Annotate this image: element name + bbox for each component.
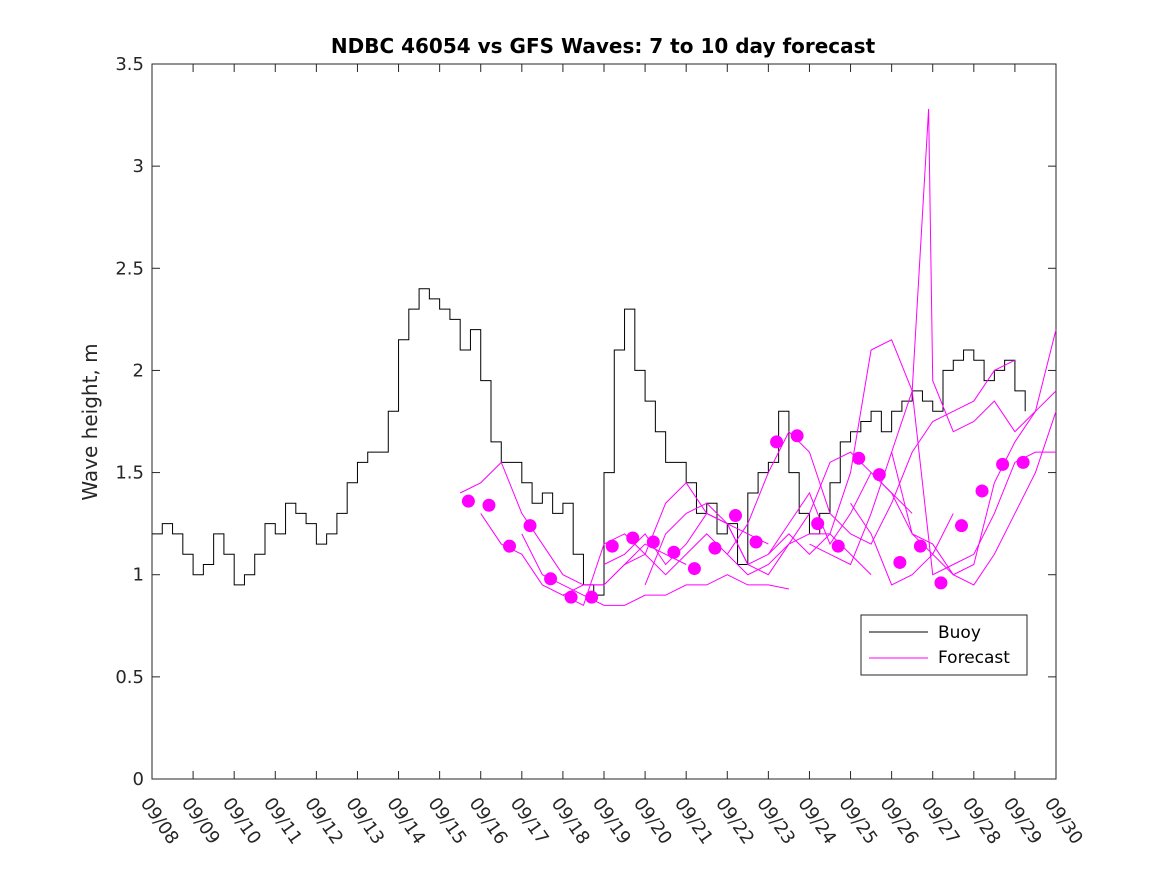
y-tick-label: 0.5 bbox=[115, 667, 144, 688]
forecast-marker bbox=[913, 539, 927, 553]
y-tick-label: 2 bbox=[133, 360, 144, 381]
forecast-marker bbox=[872, 468, 886, 482]
forecast-marker bbox=[502, 539, 516, 553]
forecast-marker bbox=[770, 435, 784, 449]
forecast-marker bbox=[461, 494, 475, 508]
y-tick-label: 2.5 bbox=[115, 258, 144, 279]
forecast-marker bbox=[975, 484, 989, 498]
forecast-marker bbox=[728, 508, 742, 522]
legend-box bbox=[860, 614, 1028, 676]
forecast-marker bbox=[564, 590, 578, 604]
forecast-marker bbox=[482, 498, 496, 512]
legend-forecast-label: Forecast bbox=[938, 648, 1010, 668]
legend-buoy-label: Buoy bbox=[938, 623, 981, 643]
y-tick-label: 1.5 bbox=[115, 463, 144, 484]
y-tick-label: 0 bbox=[133, 769, 144, 790]
forecast-marker bbox=[996, 457, 1010, 471]
y-axis-label: Wave height, m bbox=[78, 343, 102, 500]
forecast-marker bbox=[605, 539, 619, 553]
forecast-series-line-11 bbox=[891, 411, 1057, 586]
y-tick-label: 3.5 bbox=[115, 54, 144, 75]
forecast-series-line-7 bbox=[726, 359, 1016, 555]
forecast-series-line-9 bbox=[809, 108, 1057, 566]
forecast-marker bbox=[934, 576, 948, 590]
forecast-marker bbox=[667, 545, 681, 559]
forecast-marker bbox=[893, 555, 907, 569]
legend: Buoy Forecast bbox=[860, 614, 1028, 676]
forecast-marker bbox=[523, 519, 537, 533]
forecast-marker bbox=[626, 531, 640, 545]
forecast-marker bbox=[708, 541, 722, 555]
y-tick-label: 3 bbox=[133, 156, 144, 177]
forecast-series-line-3 bbox=[521, 533, 790, 606]
forecast-marker bbox=[544, 572, 558, 586]
forecast-marker bbox=[749, 535, 763, 549]
forecast-marker bbox=[646, 535, 660, 549]
forecast-marker bbox=[811, 517, 825, 531]
forecast-marker bbox=[585, 590, 599, 604]
chart-title: NDBC 46054 vs GFS Waves: 7 to 10 day for… bbox=[331, 34, 876, 58]
forecast-series-line-6 bbox=[644, 471, 954, 586]
forecast-marker bbox=[831, 539, 845, 553]
buoy-series-line bbox=[152, 288, 1026, 596]
forecast-marker bbox=[852, 451, 866, 465]
forecast-marker bbox=[687, 562, 701, 576]
forecast-marker bbox=[1016, 455, 1030, 469]
y-tick-label: 1 bbox=[133, 565, 144, 586]
forecast-marker bbox=[954, 519, 968, 533]
forecast-marker bbox=[790, 429, 804, 443]
